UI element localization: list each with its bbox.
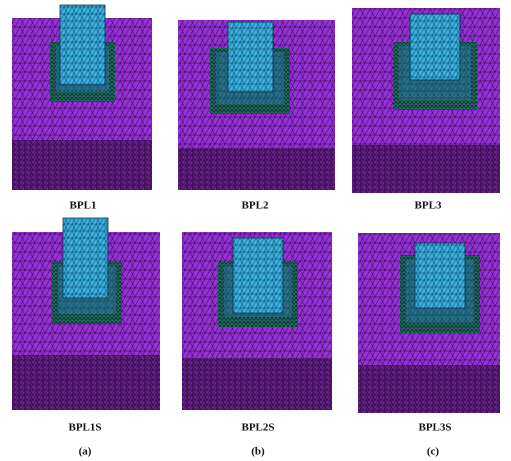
base-mesh xyxy=(182,358,332,410)
panel-label: BPL2S xyxy=(241,422,274,434)
panel-label: BPL3S xyxy=(418,422,451,434)
column-mesh xyxy=(63,218,108,298)
column-mesh xyxy=(233,238,283,313)
column-mesh xyxy=(60,5,105,85)
base-mesh xyxy=(178,148,335,190)
base-mesh xyxy=(12,355,160,410)
column-label: (a) xyxy=(79,446,92,458)
column-mesh xyxy=(410,14,460,80)
column-label: (c) xyxy=(427,446,440,458)
base-mesh xyxy=(12,140,152,190)
base-mesh xyxy=(358,365,500,413)
panel-label: BPL1S xyxy=(68,422,101,434)
base-mesh xyxy=(352,145,500,193)
column-mesh xyxy=(415,243,465,308)
column-label: (b) xyxy=(251,446,265,458)
column-mesh xyxy=(228,22,273,92)
panel-label: BPL2 xyxy=(242,200,269,212)
figure: BPL1 BPL2 BPL3 BPL1S BPL2S BPL3S (a) (b) (c) xyxy=(0,0,511,461)
panel-label: BPL1 xyxy=(70,200,97,212)
panel-label: BPL3 xyxy=(415,200,442,212)
